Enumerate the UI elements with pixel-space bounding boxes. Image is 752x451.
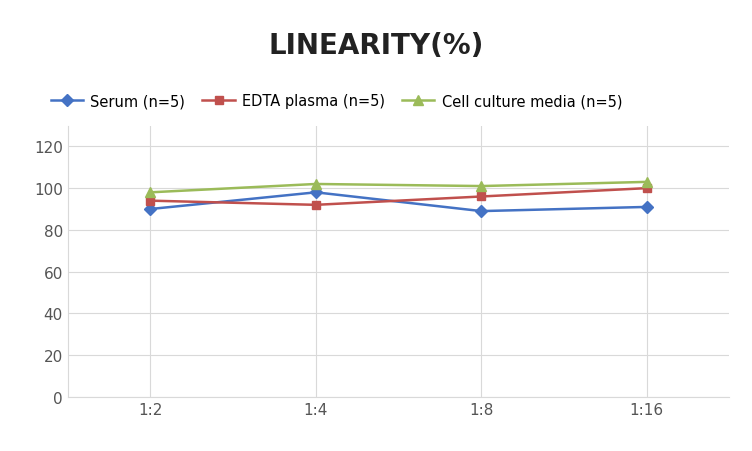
EDTA plasma (n=5) [311, 202, 320, 208]
EDTA plasma (n=5) [146, 198, 155, 204]
Legend: Serum (n=5), EDTA plasma (n=5), Cell culture media (n=5): Serum (n=5), EDTA plasma (n=5), Cell cul… [45, 88, 628, 115]
Cell culture media (n=5) [642, 180, 651, 185]
Line: EDTA plasma (n=5): EDTA plasma (n=5) [146, 184, 651, 210]
Cell culture media (n=5) [311, 182, 320, 187]
Line: Serum (n=5): Serum (n=5) [146, 189, 651, 216]
Serum (n=5) [311, 190, 320, 196]
Serum (n=5) [642, 205, 651, 210]
Serum (n=5) [146, 207, 155, 212]
Line: Cell culture media (n=5): Cell culture media (n=5) [146, 178, 651, 198]
Cell culture media (n=5) [477, 184, 486, 189]
EDTA plasma (n=5) [477, 194, 486, 200]
Text: LINEARITY(%): LINEARITY(%) [268, 32, 484, 60]
Cell culture media (n=5) [146, 190, 155, 196]
EDTA plasma (n=5) [642, 186, 651, 191]
Serum (n=5) [477, 209, 486, 214]
